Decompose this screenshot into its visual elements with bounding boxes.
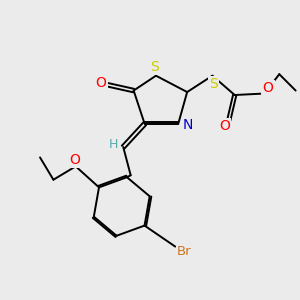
Text: Br: Br (177, 244, 191, 258)
Text: O: O (95, 76, 106, 90)
Text: O: O (262, 81, 273, 95)
Text: O: O (219, 119, 230, 133)
Text: N: N (183, 118, 193, 132)
Text: S: S (209, 77, 218, 91)
Text: O: O (69, 153, 80, 167)
Text: S: S (150, 60, 159, 74)
Text: H: H (109, 138, 119, 151)
